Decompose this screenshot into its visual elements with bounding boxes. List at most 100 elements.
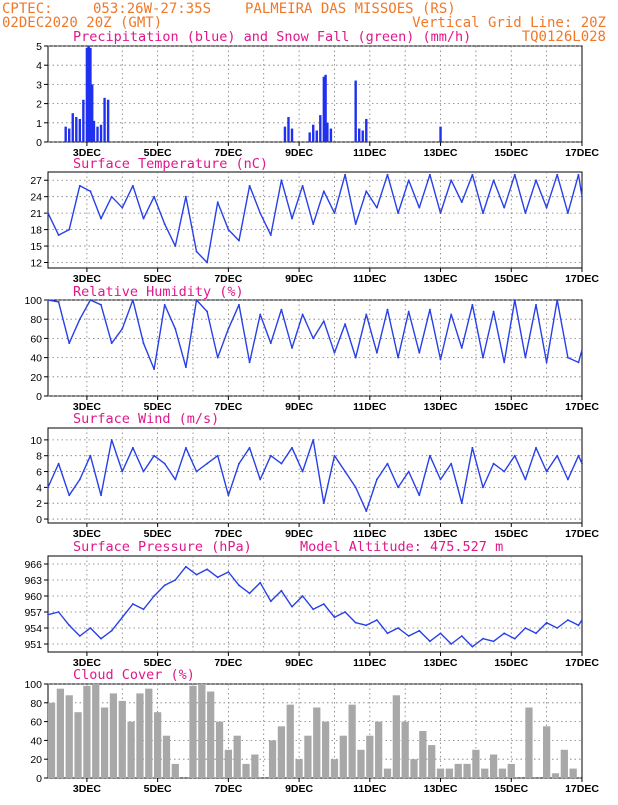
data-point xyxy=(503,361,506,364)
cloud-bar xyxy=(277,726,286,778)
cloud-bar xyxy=(295,759,303,778)
x-tick-label: 17DEC xyxy=(565,783,599,795)
header-grid-note: Vertical Grid Line: 20Z xyxy=(412,15,606,31)
cloud-bar xyxy=(472,749,480,778)
y-tick-label: 12 xyxy=(30,258,42,270)
cloud-bar xyxy=(242,763,250,778)
x-tick-label: 13DEC xyxy=(424,147,458,159)
data-point xyxy=(344,173,346,176)
cloud-bar xyxy=(454,763,462,778)
y-tick-label: 963 xyxy=(24,575,42,587)
data-point xyxy=(482,212,484,215)
data-point xyxy=(291,446,293,449)
data-point xyxy=(418,206,421,209)
cloud-bar xyxy=(268,740,277,778)
data-point xyxy=(291,217,293,220)
data-point xyxy=(248,361,251,364)
y-tick-label: 60 xyxy=(30,717,42,729)
x-tick-label: 7DEC xyxy=(214,528,242,540)
data-point xyxy=(216,201,219,204)
data-point xyxy=(185,366,187,369)
data-point xyxy=(47,613,49,616)
header-coords: 053:26W-27:35S xyxy=(93,1,211,17)
precip-bar xyxy=(326,122,329,142)
panel-1: Surface Temperature (nC) 12 15 18 21 24 27 3DEC… xyxy=(30,156,599,285)
data-point xyxy=(78,318,81,321)
cloud-bar xyxy=(383,768,392,778)
y-tick-label: 954 xyxy=(24,623,42,635)
panel-title: Surface Wind (m/s) xyxy=(73,411,219,427)
x-tick-label: 7DEC xyxy=(214,273,242,285)
data-point xyxy=(556,299,559,301)
cloud-bar xyxy=(92,684,100,778)
data-point xyxy=(185,446,187,449)
data-point xyxy=(121,206,124,209)
x-tick-label: 5DEC xyxy=(144,657,172,669)
y-tick-label: 10 xyxy=(30,435,42,447)
panel-2: Relative Humidity (%) 0 20 40 60 80 100 3DEC 5DE… xyxy=(24,284,599,413)
x-tick-label: 9DEC xyxy=(285,273,313,285)
data-point xyxy=(439,478,442,481)
precip-bar xyxy=(358,128,361,142)
data-point xyxy=(566,619,569,621)
data-point xyxy=(375,478,378,481)
x-tick-label: 13DEC xyxy=(424,783,458,795)
data-point xyxy=(78,635,81,637)
data-point xyxy=(163,303,166,306)
data-point xyxy=(131,299,134,301)
data-point xyxy=(535,303,537,306)
data-point xyxy=(566,212,569,215)
data-point xyxy=(471,446,474,449)
data-point xyxy=(312,223,315,226)
panel-4: Surface Pressure (hPa) Model Altitude: 47… xyxy=(24,539,599,669)
data-point xyxy=(142,608,145,611)
data-point xyxy=(418,494,421,497)
data-point xyxy=(556,627,559,629)
cloud-bar xyxy=(366,735,374,778)
precip-bar xyxy=(290,128,294,142)
data-point xyxy=(248,446,251,449)
data-point xyxy=(581,195,583,198)
data-point xyxy=(482,637,484,640)
data-point xyxy=(535,632,537,635)
data-point xyxy=(68,494,71,497)
panel-5: Cloud Cover (%) 0 20 40 60 80 100 3DEC 5DEC 7DEC 9… xyxy=(24,667,599,795)
x-tick-label: 11DEC xyxy=(353,147,387,159)
cloud-bar xyxy=(498,768,507,778)
cloud-bar xyxy=(198,684,206,778)
data-point xyxy=(354,621,357,624)
precip-bar xyxy=(64,126,67,142)
data-point xyxy=(460,347,463,349)
cloud-bar xyxy=(56,688,65,778)
data-point xyxy=(100,303,102,306)
cloud-bar xyxy=(560,749,568,778)
data-point xyxy=(195,573,198,576)
y-tick-label: 80 xyxy=(30,314,42,326)
cloud-bar xyxy=(109,693,118,778)
cloud-bar xyxy=(357,749,365,778)
data-point xyxy=(535,179,537,182)
data-point xyxy=(185,565,187,568)
data-point xyxy=(492,640,495,643)
x-tick-label: 3DEC xyxy=(73,783,101,795)
x-tick-label: 5DEC xyxy=(144,147,172,159)
data-point xyxy=(227,494,230,497)
precip-bar xyxy=(89,47,92,142)
precip-bar xyxy=(283,126,287,142)
data-point xyxy=(450,462,453,465)
x-tick-label: 3DEC xyxy=(73,657,101,669)
x-tick-label: 17DEC xyxy=(565,147,599,159)
precip-bar xyxy=(324,74,327,142)
data-point xyxy=(429,308,431,311)
data-point xyxy=(397,356,400,359)
data-point xyxy=(121,327,124,330)
cloud-bar xyxy=(463,763,471,778)
precip-bar xyxy=(91,84,94,142)
data-point xyxy=(581,349,583,351)
data-point xyxy=(280,308,283,311)
data-point xyxy=(556,173,559,176)
precip-bar xyxy=(78,118,82,142)
data-point xyxy=(545,361,548,364)
data-point xyxy=(365,510,368,513)
